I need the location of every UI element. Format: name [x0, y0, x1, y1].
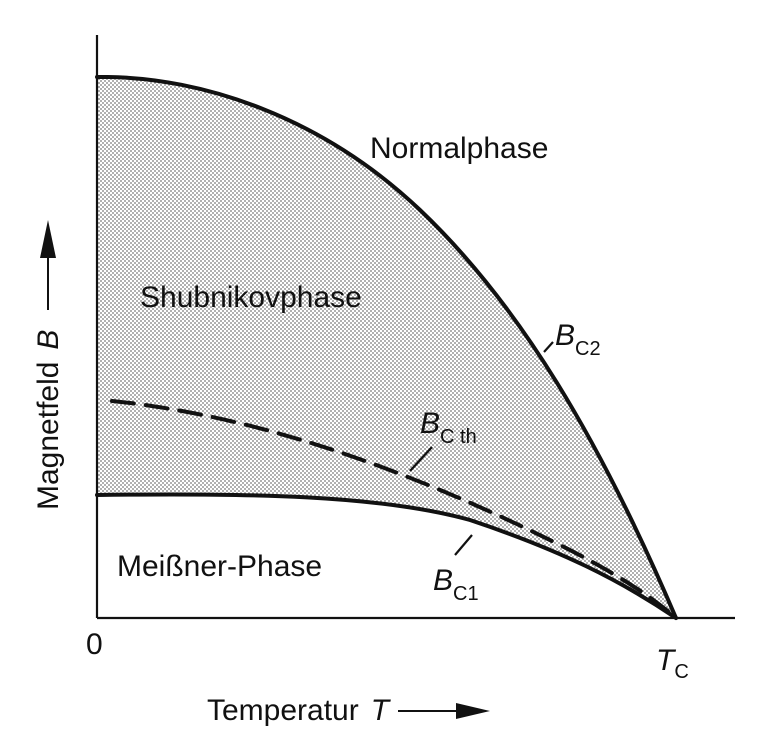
- normalphase-label: Normalphase: [370, 132, 548, 165]
- y-axis-arrow-icon: [40, 220, 56, 310]
- shubnikovphase-label: Shubnikovphase: [140, 281, 362, 314]
- bc2-leader-line: [543, 341, 554, 353]
- y-axis-label: MagnetfeldB: [32, 330, 65, 510]
- bc1-leader-line: [454, 534, 473, 556]
- bcth-leader-line: [409, 446, 433, 472]
- x-axis-arrow-icon: [398, 703, 490, 719]
- shubnikov-region-shading: [97, 77, 676, 618]
- bc2-label: BC2: [555, 319, 601, 360]
- tc-label: TC: [656, 644, 689, 683]
- bc2-curve: [95, 75, 678, 620]
- x-axis-label: Temperatur T: [207, 694, 392, 727]
- origin-label: 0: [86, 628, 103, 661]
- bcth-dashed-curve: [110, 399, 678, 620]
- meissner-phase-label: Meißner-Phase: [117, 550, 322, 583]
- bcth-label: BC th: [420, 407, 477, 448]
- bc1-label: BC1: [433, 564, 479, 605]
- bc1-curve: [95, 492, 678, 620]
